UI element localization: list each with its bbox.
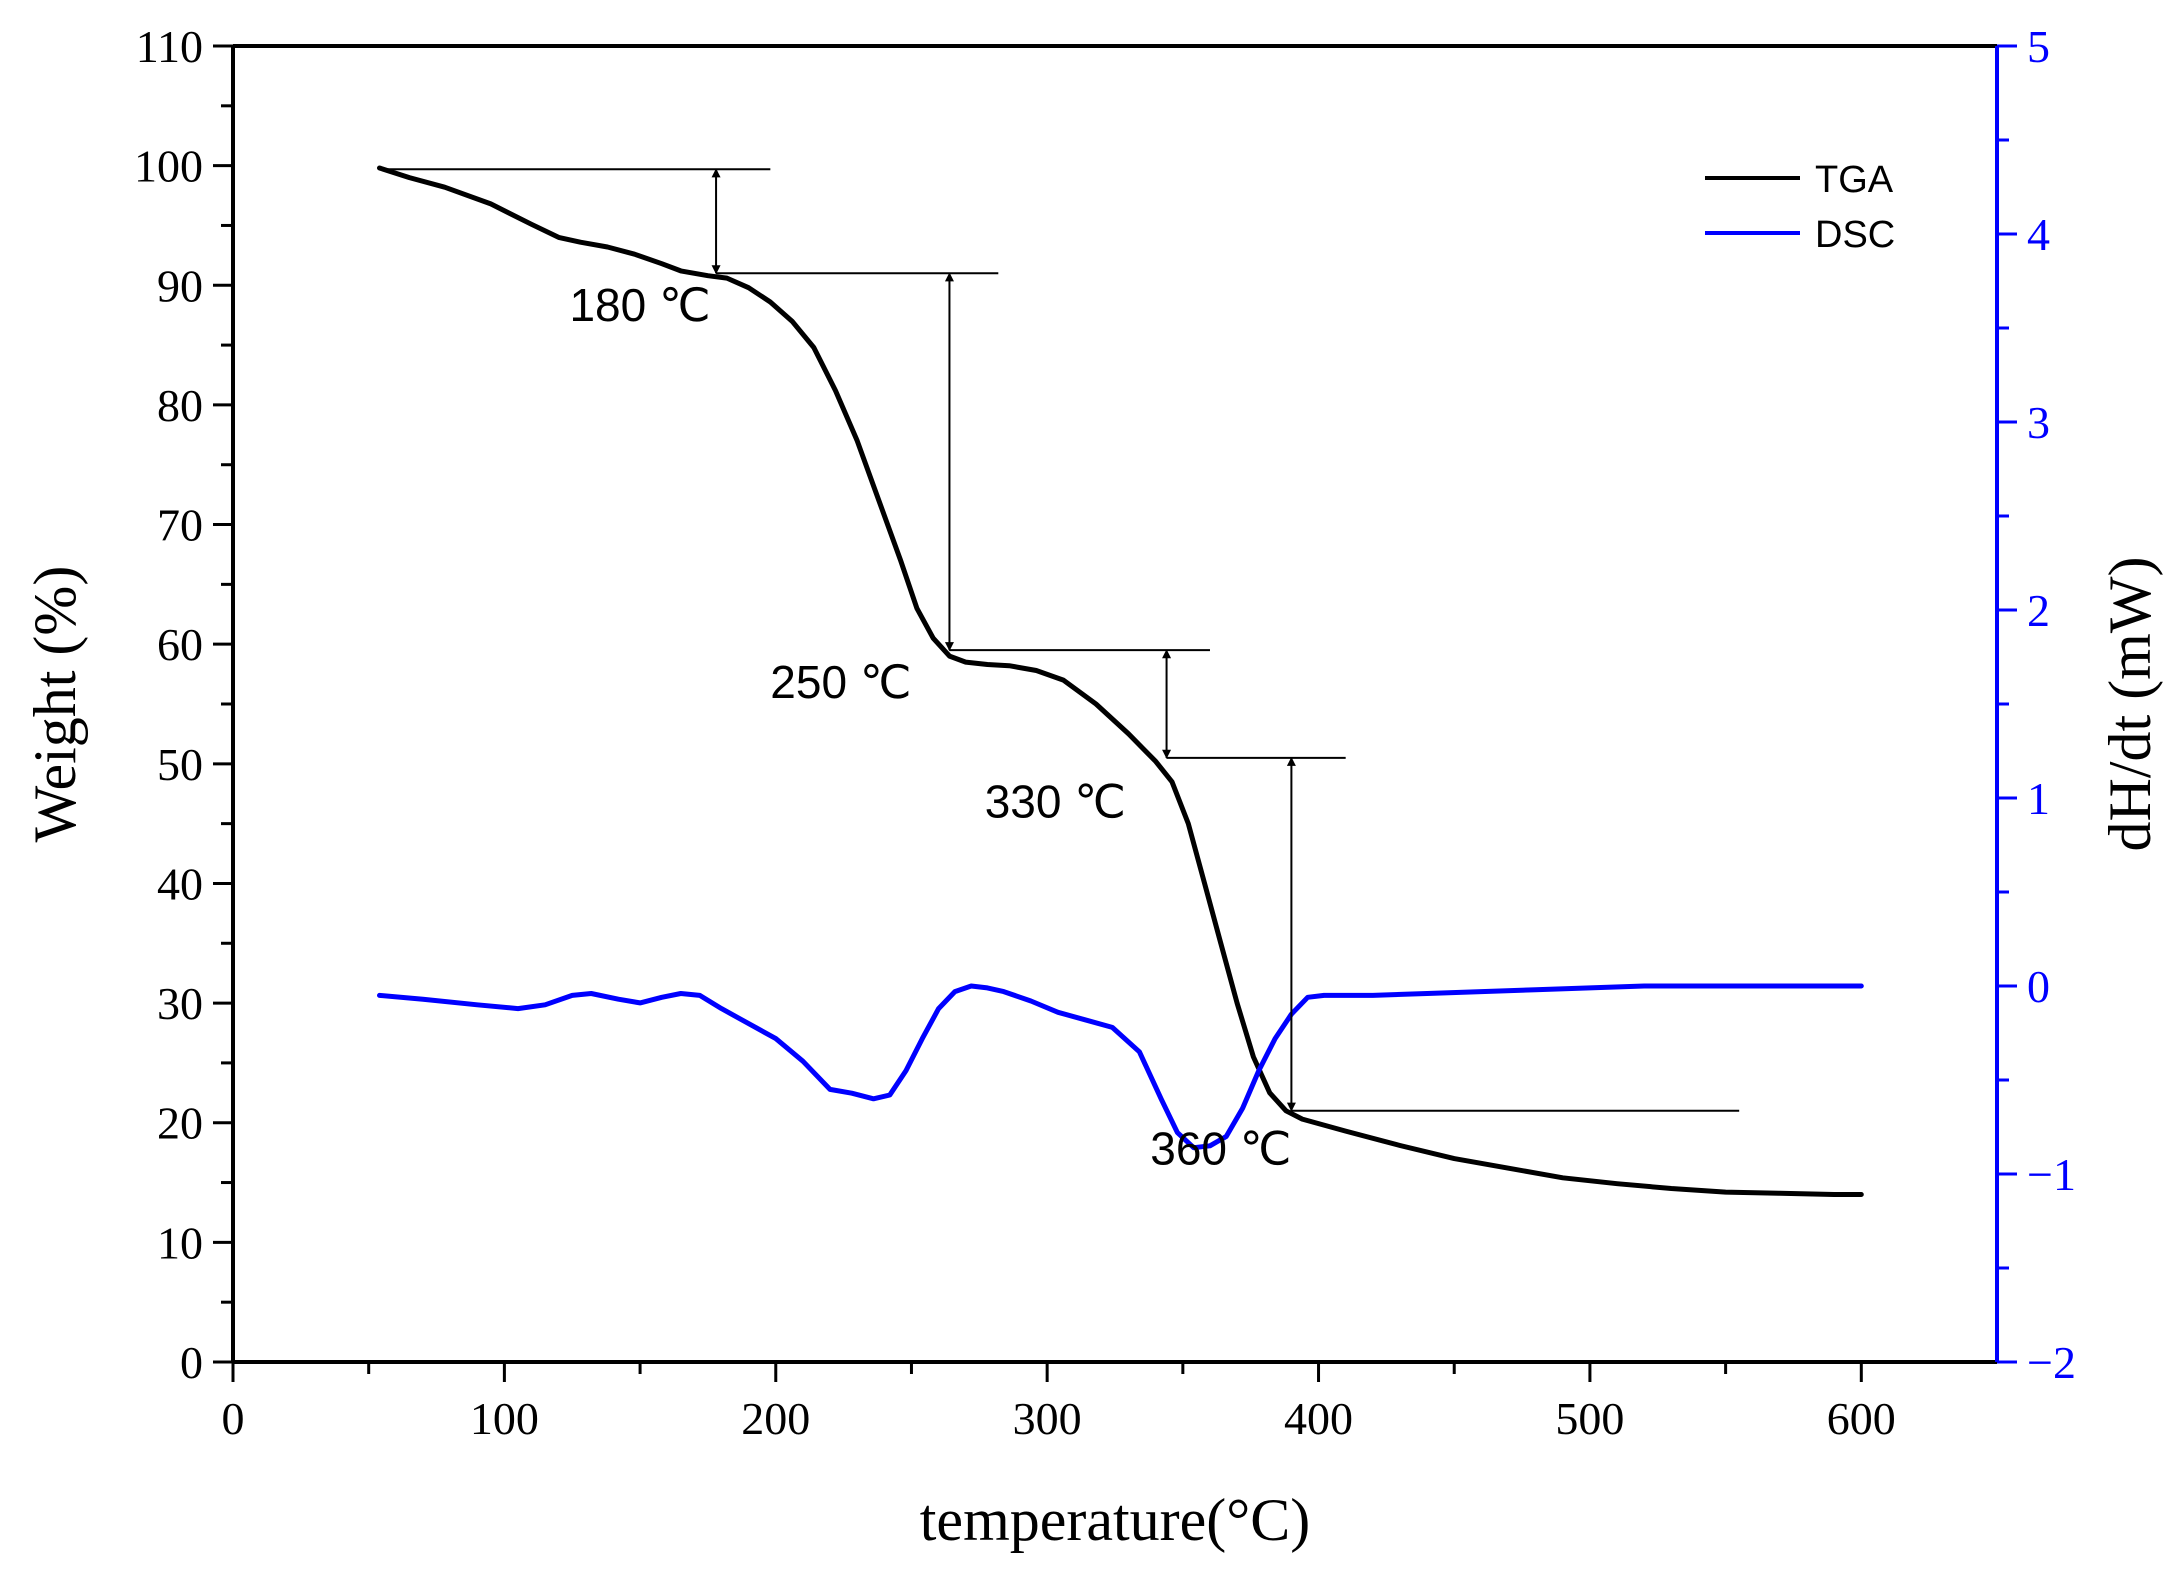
y-right-axis-title: dH/dt (mW): [2097, 557, 2163, 852]
y-left-tick-label: 110: [136, 21, 203, 72]
temperature-annotation: 180 ℃: [569, 279, 710, 331]
y-left-tick-label: 60: [157, 619, 203, 670]
y-left-tick-label: 10: [157, 1217, 203, 1268]
temperature-annotation: 250 ℃: [770, 656, 911, 708]
x-tick-label: 600: [1827, 1393, 1896, 1444]
x-tick-label: 200: [741, 1393, 810, 1444]
x-tick-label: 300: [1013, 1393, 1082, 1444]
y-right-tick-label: 2: [2027, 585, 2050, 636]
x-tick-label: 0: [222, 1393, 245, 1444]
legend: TGA DSC: [1705, 159, 1895, 256]
y-left-tick-label: 0: [180, 1337, 203, 1388]
y-right-tick-label: −1: [2027, 1149, 2076, 1200]
y-left-tick-label: 90: [157, 260, 203, 311]
y-left-tick-label: 70: [157, 500, 203, 551]
y-left-tick-label: 30: [157, 978, 203, 1029]
y-left-axis-title: Weight (%): [22, 566, 88, 843]
legend-dsc-label: DSC: [1815, 214, 1895, 256]
y-left-tick-label: 20: [157, 1098, 203, 1149]
x-tick-label: 100: [470, 1393, 539, 1444]
y-left-tick-label: 100: [134, 141, 203, 192]
temperature-annotation: 330 ℃: [985, 776, 1126, 828]
series-line-dsc: [377, 983, 1864, 1151]
x-axis-title: temperature(°C): [920, 1487, 1310, 1553]
series-line-tga: [377, 165, 1864, 1197]
y-right-tick-label: 5: [2027, 21, 2050, 72]
y-left-tick-label: 40: [157, 858, 203, 909]
y-right-tick-label: 1: [2027, 773, 2050, 824]
y-right-tick-label: 0: [2027, 961, 2050, 1012]
y-right-tick-label: 3: [2027, 397, 2050, 448]
y-left-tick-label: 80: [157, 380, 203, 431]
y-left-tick-label: 50: [157, 739, 203, 790]
x-tick-label: 500: [1555, 1393, 1624, 1444]
x-tick-label: 400: [1284, 1393, 1353, 1444]
y-right-tick-label: −2: [2027, 1337, 2076, 1388]
legend-tga-label: TGA: [1815, 159, 1894, 201]
temperature-annotation: 360 ℃: [1150, 1123, 1291, 1175]
y-right-tick-label: 4: [2027, 209, 2050, 260]
